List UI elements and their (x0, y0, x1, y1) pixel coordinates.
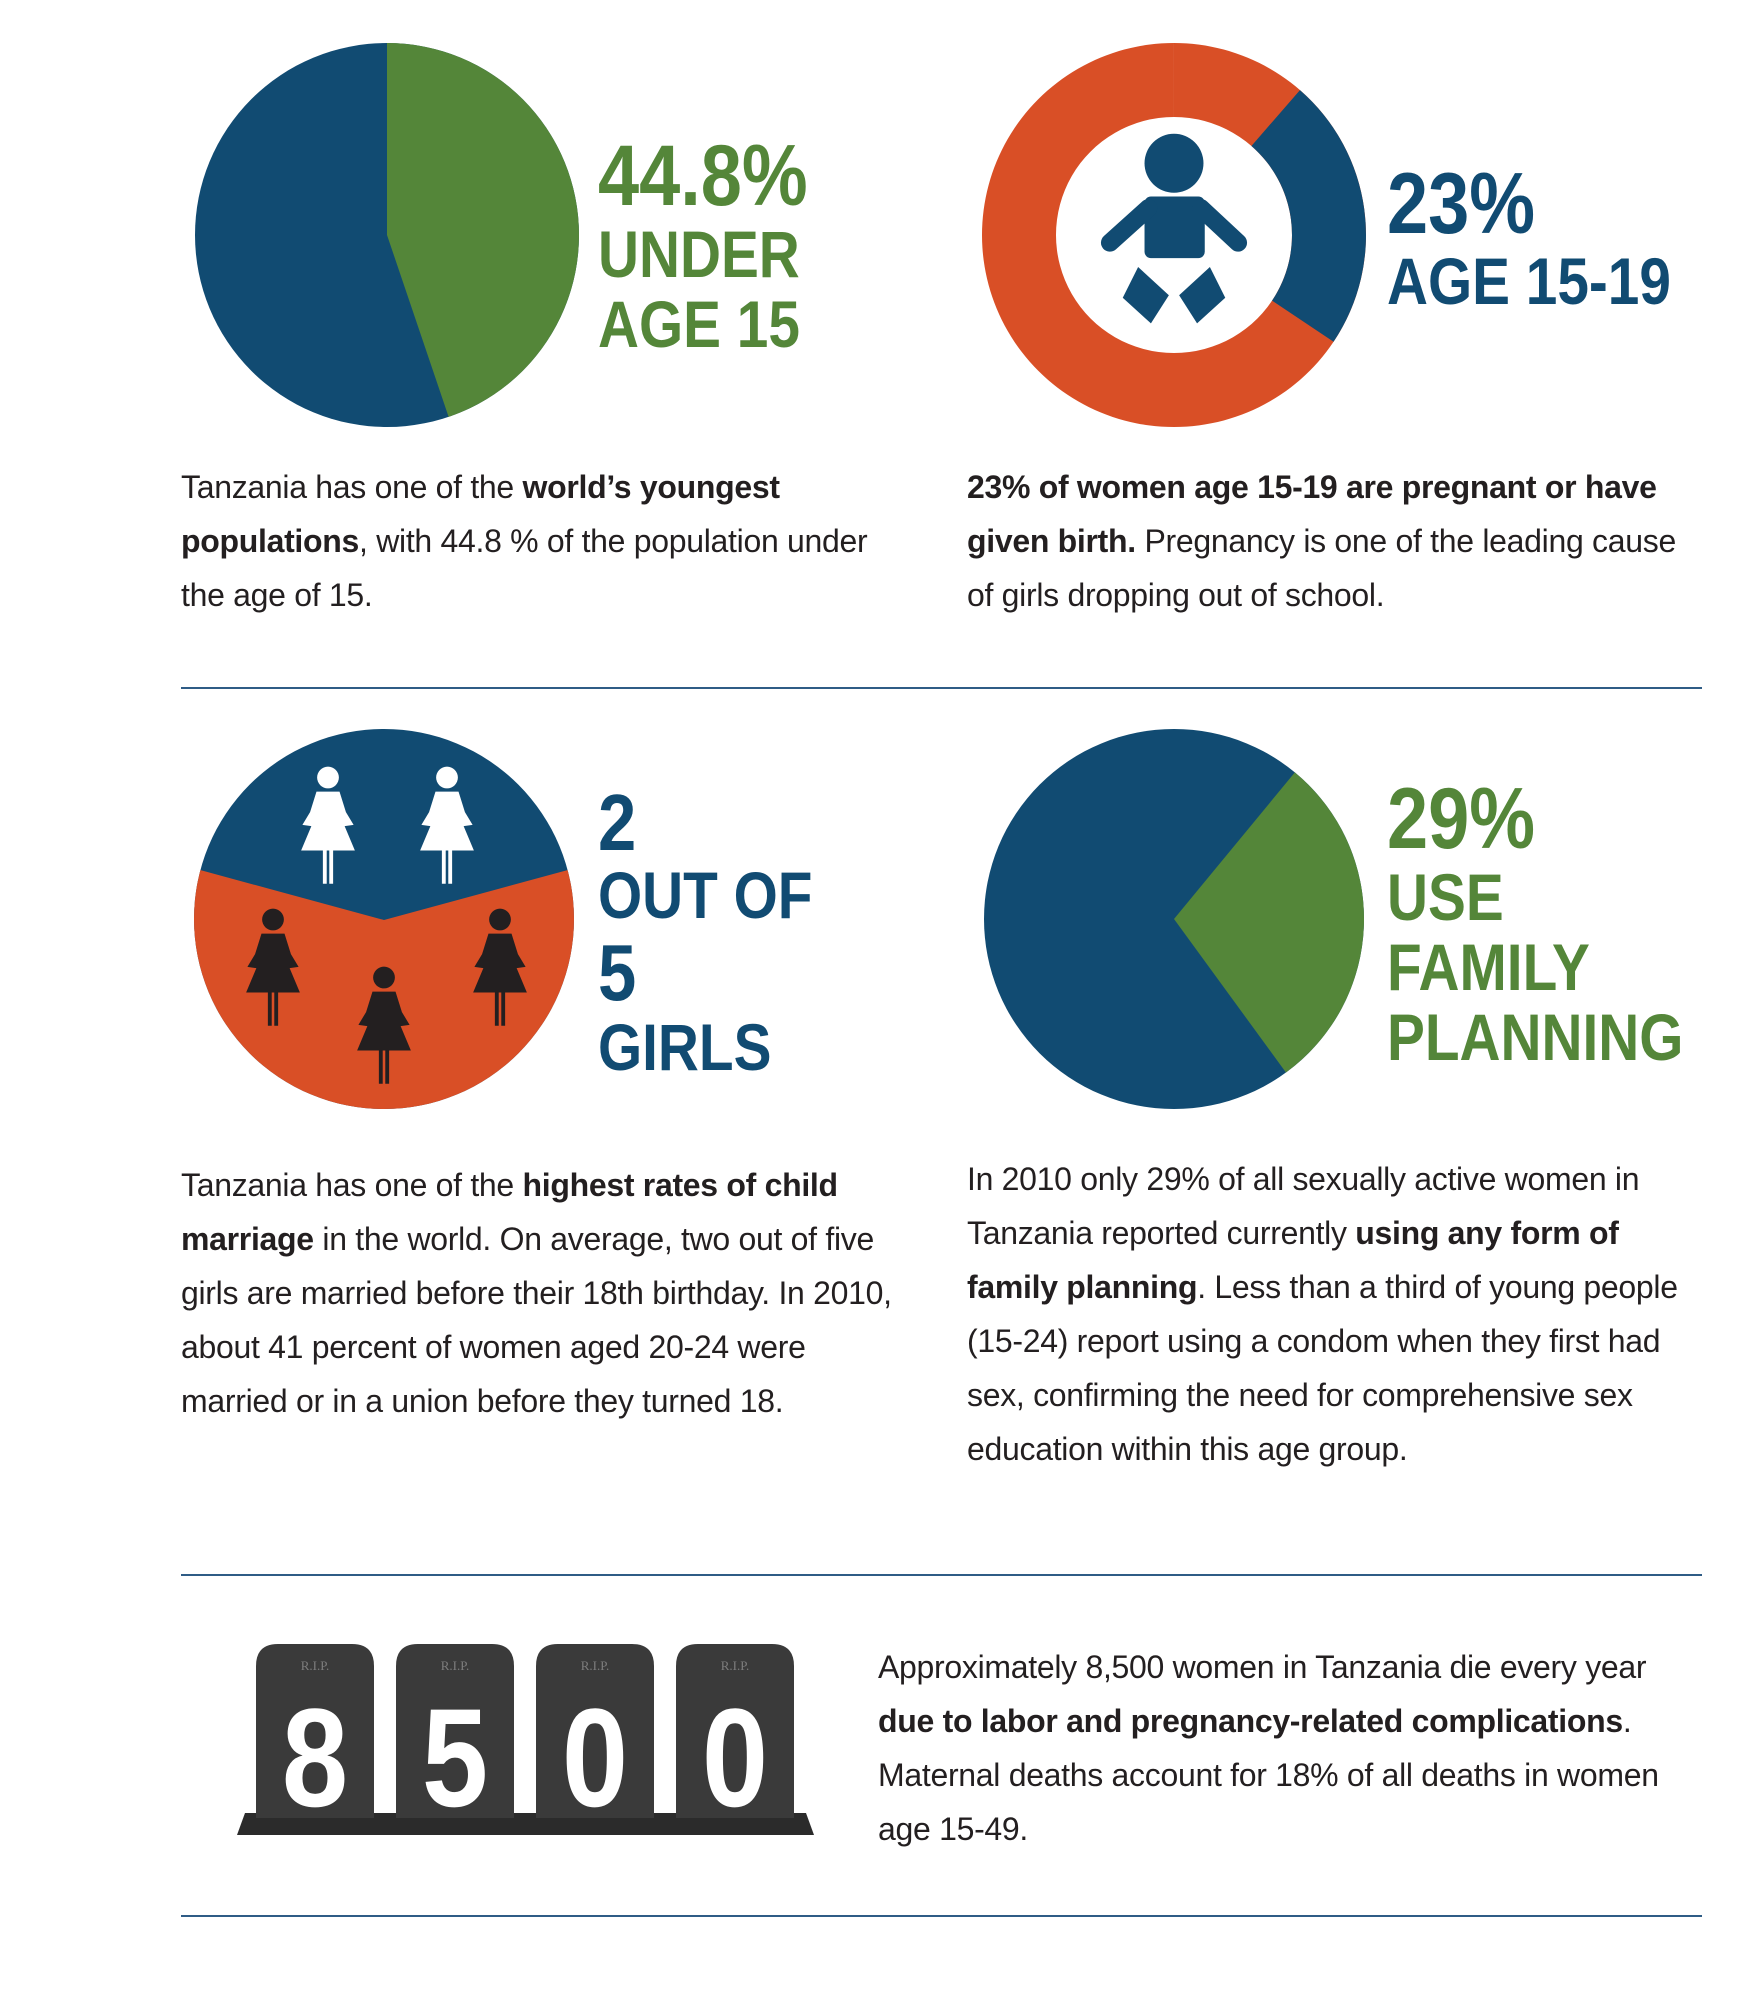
bold-text: using any form of family planning (967, 1215, 1619, 1305)
tombstone-shape (536, 1644, 654, 1818)
text-run: , with 44.8 % of the population under th… (181, 523, 868, 613)
baby-arm (1100, 199, 1158, 252)
pie-slice (387, 43, 580, 417)
headline-line: AGE 15 (598, 288, 800, 362)
tombstone-label: R.I.P. (441, 1658, 470, 1673)
tombstone-digit: 0 (562, 1679, 628, 1836)
person-body (473, 933, 527, 1026)
person-icon (301, 766, 355, 884)
baby-leg (1179, 267, 1226, 324)
baby-head (1144, 133, 1204, 193)
baby-icon (1100, 133, 1248, 324)
stone-base (237, 1813, 814, 1835)
text-run: Pregnancy is one of the leading cause of… (967, 523, 1676, 613)
donut-slice (1251, 90, 1367, 342)
paragraph: Tanzania has one of the highest rates of… (181, 1158, 911, 1428)
tombstone-digit: 8 (282, 1679, 348, 1836)
pie-slice (1174, 772, 1365, 1073)
text-run: . Less than a third of young people (15-… (967, 1269, 1678, 1467)
paragraph: Tanzania has one of the world’s youngest… (181, 460, 901, 622)
paragraph: Approximately 8,500 women in Tanzania di… (878, 1640, 1698, 1856)
tombstone: R.I.P. 0 (676, 1644, 794, 1836)
headline-line: 29% (1387, 770, 1535, 867)
text-run: in the world. On average, two out of fiv… (181, 1221, 892, 1419)
headline-line: AGE 15-19 (1387, 245, 1671, 319)
paragraph: 23% of women age 15-19 are pregnant or h… (967, 460, 1707, 622)
person-icon (246, 908, 300, 1026)
tombstone-label: R.I.P. (301, 1658, 330, 1673)
person-body (420, 791, 474, 884)
headline-line: 2 (598, 777, 636, 867)
headline: 23%AGE 15-19 (1387, 155, 1671, 319)
person-body (301, 791, 355, 884)
headline-line: UNDER (598, 218, 800, 292)
text-run: In 2010 only 29% of all sexually active … (967, 1161, 1640, 1251)
baby-leg (1122, 267, 1169, 324)
text-run: Approximately 8,500 women in Tanzania di… (878, 1649, 1647, 1685)
tombstone-digit: 5 (422, 1679, 488, 1836)
tombstone-label: R.I.P. (721, 1658, 750, 1673)
tombstone-shape (256, 1644, 374, 1818)
tombstone: R.I.P. 0 (536, 1644, 654, 1836)
person-icon (357, 966, 411, 1084)
headline-line: PLANNING (1387, 1001, 1683, 1075)
headline-line: GIRLS (598, 1011, 771, 1085)
person-head (436, 766, 458, 789)
text-run: Tanzania has one of the (181, 469, 523, 505)
headline-line: OUT OF (598, 859, 812, 933)
tombstone-shape (676, 1644, 794, 1818)
text-run: Tanzania has one of the (181, 1167, 523, 1203)
bold-text: highest rates of child marriage (181, 1167, 838, 1257)
tombstone-shape (396, 1644, 514, 1818)
bold-text: world’s youngest populations (181, 469, 780, 559)
person-head (262, 908, 284, 931)
pictogram-bottom (194, 867, 574, 1109)
headline-line: 5 (598, 927, 636, 1017)
headline-line: 44.8% (598, 127, 808, 224)
bold-text: due to labor and pregnancy-related compl… (878, 1703, 1623, 1739)
tombstone-label: R.I.P. (581, 1658, 610, 1673)
person-head (489, 908, 511, 931)
person-icon (420, 766, 474, 884)
tombstone: R.I.P. 8 (256, 1644, 374, 1836)
person-icon (473, 908, 527, 1026)
text-run: . Maternal deaths account for 18% of all… (878, 1703, 1659, 1847)
tombstone: R.I.P. 5 (396, 1644, 514, 1836)
person-head (373, 966, 395, 989)
headline-line: USE (1387, 861, 1504, 935)
paragraph: In 2010 only 29% of all sexually active … (967, 1152, 1697, 1476)
headline-line: FAMILY (1387, 931, 1590, 1005)
person-head (317, 766, 339, 789)
bold-text: 23% of women age 15-19 are pregnant or h… (967, 469, 1657, 559)
baby-arm (1191, 199, 1248, 252)
person-body (246, 933, 300, 1026)
baby-torso (1144, 196, 1205, 259)
tombstone-digit: 0 (702, 1679, 768, 1836)
headline-line: 23% (1387, 155, 1535, 252)
person-body (357, 991, 411, 1084)
